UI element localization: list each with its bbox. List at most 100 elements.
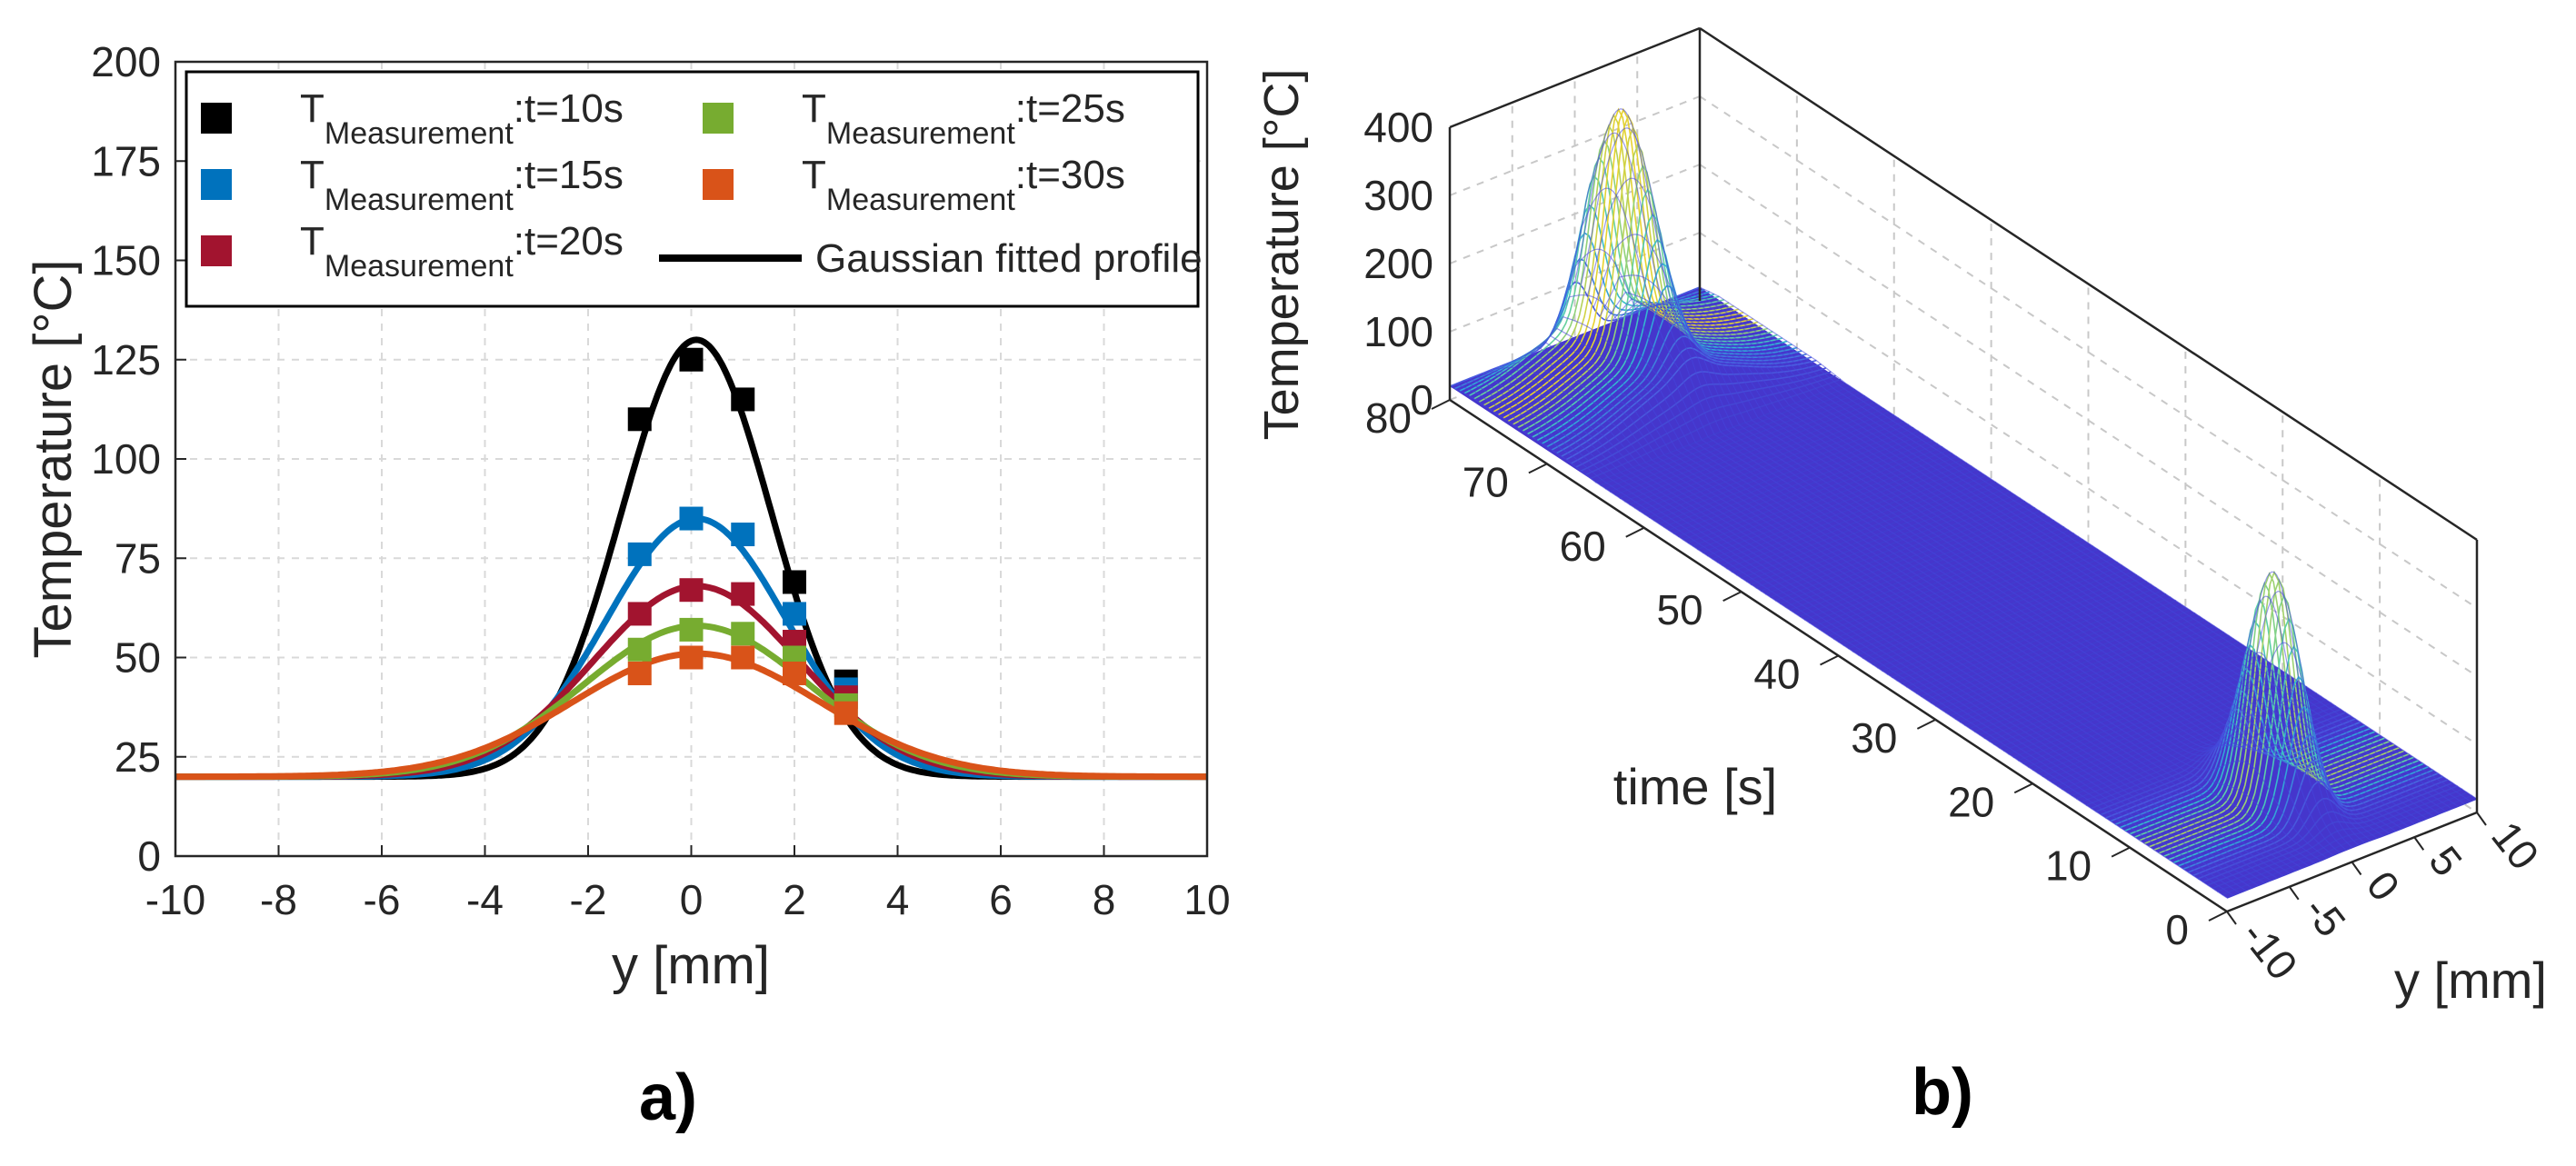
surface-mesh-line: [1637, 302, 2415, 824]
data-point-series-2: [627, 602, 652, 626]
y-tick-label: 10: [2482, 812, 2548, 878]
y-tick-label: 200: [91, 38, 161, 85]
data-point-series-4: [679, 645, 704, 670]
panel-b-surface-mesh: [1449, 107, 2478, 899]
legend-label-series-3: TMeasurement:t=25s: [802, 86, 1125, 151]
surface-mesh-line: [1699, 286, 2478, 800]
surface-mesh-line: [1655, 302, 2434, 817]
surface-mesh-line: [1555, 248, 2334, 856]
surface-mesh-line: [1674, 296, 2452, 810]
z-tick-label: 100: [1363, 308, 1433, 355]
x-tick-label: 4: [886, 876, 910, 923]
surface-mesh-line: [1662, 301, 2441, 814]
surface-mesh-line: [1505, 356, 2284, 876]
legend-label-series-2: TMeasurement:t=20s: [300, 219, 624, 284]
data-point-series-3: [731, 622, 755, 646]
y-tick-label: -10: [2232, 912, 2307, 988]
time-tick-label: 80: [1365, 394, 1412, 442]
surface-mesh-line: [1612, 297, 2391, 834]
panel-a-legend: TMeasurement:t=10sTMeasurement:t=15sTMea…: [185, 70, 1203, 308]
data-point-series-3: [627, 637, 652, 662]
x-tick-label: -6: [364, 876, 401, 923]
data-point-series-3: [679, 617, 704, 642]
surface-mesh-line: [1536, 327, 2315, 864]
data-point-series-0: [731, 387, 755, 412]
panel-b-time-axis-label: time [s]: [1613, 758, 1777, 815]
surface-mesh-line: [1599, 274, 2378, 839]
time-tick-label: 50: [1656, 586, 1702, 633]
data-point-series-4: [783, 661, 806, 685]
surface-mesh-line: [1449, 385, 2228, 899]
x-tick-label: 0: [680, 876, 704, 923]
surface-mesh-line: [1512, 351, 2291, 874]
panel-b-y-axis-label: y [mm]: [2394, 952, 2547, 1009]
x-tick-label: -4: [466, 876, 504, 923]
surface-mesh-line: [1530, 334, 2309, 867]
surface-mesh-line: [1481, 373, 2259, 886]
x-tick-label: 8: [1093, 876, 1116, 923]
legend-fit-label: Gaussian fitted profile: [815, 236, 1203, 281]
data-point-series-2: [679, 578, 704, 603]
panel-b-label: b): [1912, 1056, 1973, 1129]
surface-mesh-line: [1605, 291, 2384, 837]
time-tick-label: 60: [1560, 523, 1606, 570]
data-point-series-4: [731, 645, 755, 670]
legend-marker-series-2: [201, 235, 232, 266]
y-tick-label: 50: [115, 634, 161, 682]
panel-b-z-axis-label: Temperature [°C]: [1254, 69, 1309, 441]
y-tick-mark: [2351, 861, 2362, 876]
data-point-series-0: [783, 570, 806, 594]
surface-mesh-line: [1549, 294, 2328, 859]
y-tick-label: 5: [2420, 837, 2471, 884]
z-tick-label: 200: [1363, 240, 1433, 287]
data-point-series-1: [731, 523, 755, 547]
z-tick-label: 300: [1363, 172, 1433, 219]
data-point-series-1: [783, 602, 806, 626]
surface-mesh-line: [1462, 380, 2241, 894]
surface-mesh-line: [1681, 294, 2459, 807]
surface-mesh-line: [1692, 289, 2471, 802]
y-tick-label: 175: [91, 137, 161, 184]
legend-marker-series-3: [703, 103, 734, 134]
legend-marker-series-0: [201, 103, 232, 134]
time-tick-mark: [1431, 399, 1451, 410]
y-tick-label: 125: [91, 336, 161, 384]
time-tick-mark: [1625, 526, 1645, 538]
surface-mesh-line: [1573, 108, 2352, 848]
surface-mesh-line: [1687, 291, 2465, 804]
surface-mesh-line: [1562, 187, 2341, 853]
x-tick-label: -2: [570, 876, 607, 923]
x-tick-label: 10: [1183, 876, 1230, 923]
legend-label-series-4: TMeasurement:t=30s: [802, 153, 1125, 217]
surface-mesh-line: [1468, 378, 2246, 892]
data-point-series-4: [627, 661, 652, 685]
axis-edge-top-left: [1449, 26, 1701, 129]
data-point-series-0: [679, 347, 704, 372]
x-tick-label: -10: [145, 876, 205, 923]
time-tick-label: 30: [1851, 714, 1897, 762]
surface-mesh-line: [1586, 177, 2365, 843]
legend-label-series-0: TMeasurement:t=10s: [300, 86, 624, 151]
surface-mesh-line: [1487, 371, 2265, 884]
time-tick-mark: [1722, 591, 1742, 603]
y-tick-label: -5: [2295, 887, 2355, 945]
time-tick-label: 0: [2165, 906, 2189, 953]
grid-line-z-back: [1699, 164, 2478, 677]
panel-a-temperature-profiles: -10 -8 -6 -4 -2 0 2 4 6 8 100255075100125150175200…: [24, 38, 1231, 1134]
y-tick-mark: [2476, 812, 2487, 826]
panel-a-y-axis-label: Temperature [°C]: [24, 259, 83, 658]
x-tick-label: 2: [783, 876, 806, 923]
y-tick-mark: [2288, 886, 2300, 901]
y-tick-label: 150: [91, 237, 161, 284]
surface-mesh-line: [1518, 346, 2296, 872]
time-tick-label: 70: [1463, 458, 1509, 505]
data-point-series-2: [731, 582, 755, 606]
panel-a-measurement-points: [627, 347, 858, 725]
surface-mesh-line: [1631, 301, 2409, 827]
y-tick-label: 100: [91, 435, 161, 483]
panel-a-x-axis-label: y [mm]: [612, 936, 770, 995]
grid-line-z-back: [1699, 232, 2478, 745]
